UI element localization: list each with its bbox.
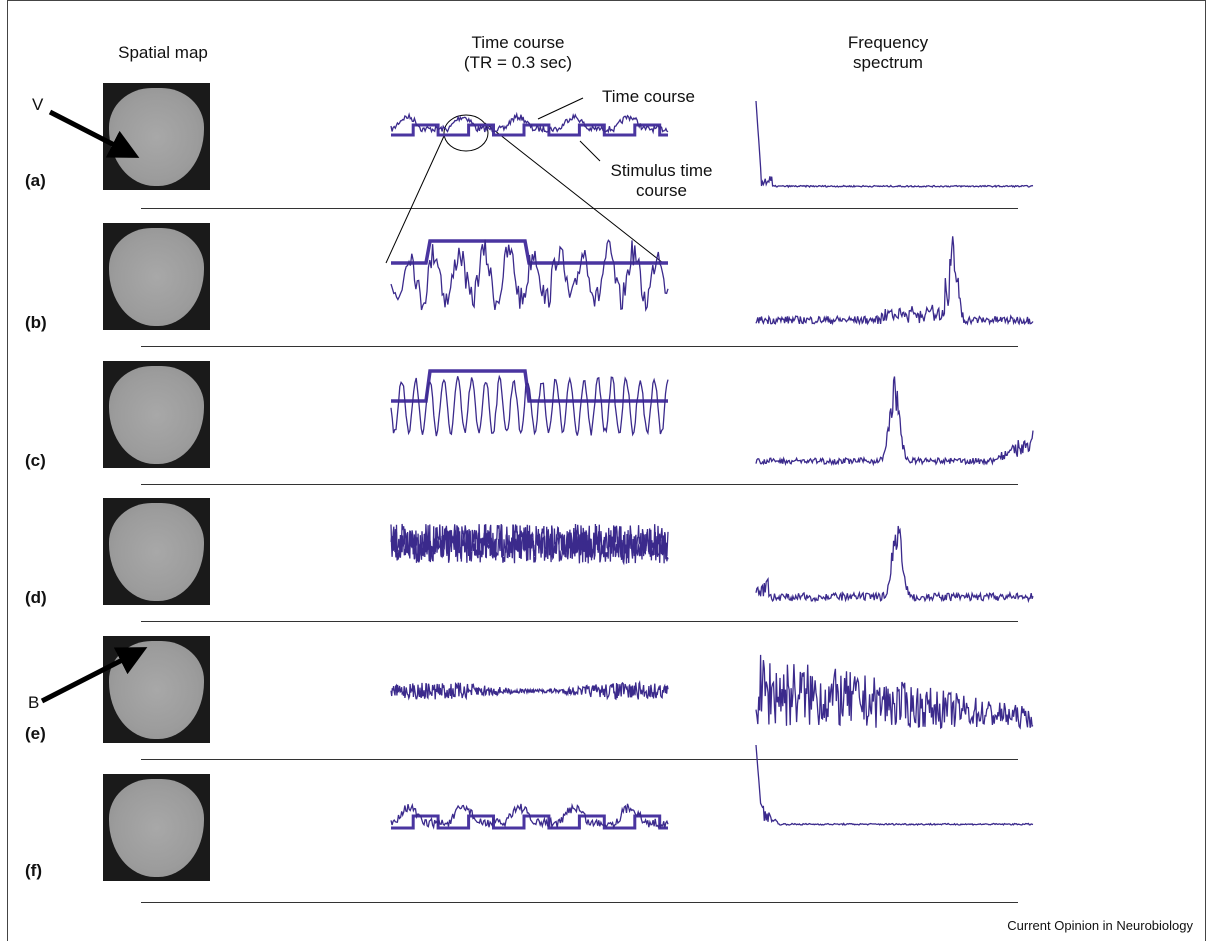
time-course-trace-a: [390, 111, 669, 135]
row-label-a: (a): [25, 171, 46, 190]
brain-slice: [109, 366, 204, 464]
arrow-v-label: V: [32, 95, 44, 114]
row-label-b: (b): [25, 313, 47, 332]
frequency-spectrum-f: [755, 744, 1034, 827]
time-course-trace-d: [390, 523, 669, 566]
row-separator: [141, 902, 1018, 903]
time-course-trace-f: [390, 802, 669, 830]
stimulus-time-course-f: [391, 814, 668, 830]
frequency-spectrum-a: [755, 100, 1034, 189]
zoom-line-right: [484, 122, 664, 264]
row-separator: [141, 208, 1018, 209]
brain-slice: [109, 503, 204, 601]
row-separator: [141, 621, 1018, 622]
spatial-map-e: [103, 636, 210, 743]
stimulus-time-course-a: [391, 123, 668, 137]
zoom-ellipse: [443, 114, 489, 152]
arrow-v: [48, 109, 140, 158]
brain-slice: [109, 228, 204, 326]
time-course-annotation: Time course: [602, 87, 695, 106]
stimulus-leader: [579, 140, 601, 162]
spatial-map-d: [103, 498, 210, 605]
brain-slice: [109, 779, 204, 877]
row-label-c: (c): [25, 451, 46, 470]
time-course-trace-d2: [390, 529, 669, 559]
stimulus-annotation: Stimulus time course: [594, 161, 729, 201]
stimulus-time-course-b: [391, 239, 668, 265]
frequency-spectrum-b: [755, 236, 1034, 326]
frequency-spectrum-d: [755, 525, 1034, 604]
header-time-course-line2: (TR = 0.3 sec): [463, 53, 573, 72]
row-label-d: (d): [25, 588, 47, 607]
row-label-f: (f): [25, 861, 42, 880]
header-time-course: Time course (TR = 0.3 sec): [428, 33, 608, 73]
header-frequency-line1: Frequency: [847, 33, 929, 52]
time-course-trace-c: [390, 374, 669, 437]
row-label-e: (e): [25, 724, 46, 743]
arrow-b-label: B: [28, 693, 40, 712]
spatial-map-b: [103, 223, 210, 330]
stimulus-annotation-line1: Stimulus time: [610, 161, 713, 180]
row-separator: [141, 759, 1018, 760]
header-frequency-spectrum: Frequency spectrum: [823, 33, 953, 73]
time-course-trace-b: [390, 239, 669, 313]
header-spatial-map: Spatial map: [118, 43, 208, 62]
frequency-spectrum-e: [755, 654, 1034, 730]
header-time-course-line1: Time course: [471, 33, 565, 52]
figure: Spatial map Time course (TR = 0.3 sec) F…: [7, 0, 1206, 941]
trace-group: [390, 100, 1034, 830]
row-separator: [141, 484, 1018, 485]
journal-credit: Current Opinion in Neurobiology: [1007, 918, 1193, 933]
plots-layer: [40, 97, 1034, 830]
arrow-b: [40, 647, 148, 704]
zoom-line-left: [385, 135, 445, 264]
frequency-spectrum-c: [755, 376, 1034, 467]
row-separator: [141, 346, 1018, 347]
time-course-trace-e: [390, 679, 669, 701]
spatial-map-f: [103, 774, 210, 881]
stimulus-annotation-line2: course: [635, 181, 688, 200]
header-frequency-line2: spectrum: [853, 53, 923, 72]
time-course-leader: [537, 97, 584, 120]
spatial-map-c: [103, 361, 210, 468]
